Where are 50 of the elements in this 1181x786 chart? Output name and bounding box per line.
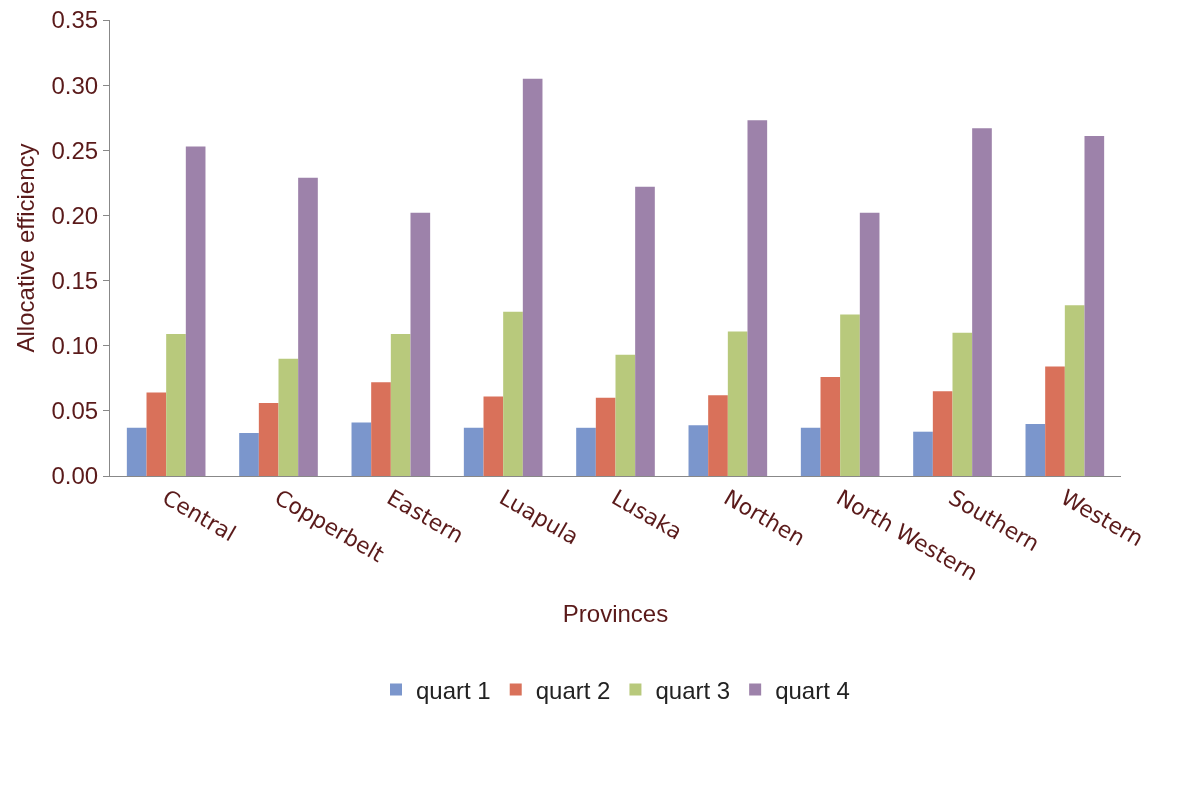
y-axis-title: Allocative efficiency bbox=[11, 143, 39, 353]
bar bbox=[952, 332, 973, 476]
legend-label: quart 4 bbox=[775, 676, 850, 704]
bar bbox=[727, 331, 748, 476]
bar bbox=[1084, 135, 1105, 476]
bar bbox=[146, 392, 167, 476]
bar bbox=[166, 333, 186, 476]
bar bbox=[595, 397, 616, 476]
bar bbox=[483, 396, 504, 476]
bar bbox=[1025, 423, 1046, 476]
bar bbox=[126, 427, 147, 476]
y-tick-label: 0.25 bbox=[51, 136, 99, 164]
bar bbox=[410, 212, 431, 476]
bar bbox=[522, 78, 543, 476]
bar bbox=[239, 433, 259, 476]
bar bbox=[932, 391, 953, 476]
y-tick-label: 0.10 bbox=[51, 332, 99, 360]
bar bbox=[1045, 366, 1065, 476]
x-axis-title: Provinces bbox=[562, 599, 669, 627]
bar bbox=[298, 177, 318, 476]
y-tick-label: 0.15 bbox=[51, 266, 99, 294]
y-tick-label: 0.05 bbox=[51, 397, 99, 425]
bar bbox=[913, 431, 933, 476]
bar bbox=[576, 427, 596, 476]
bar bbox=[371, 382, 391, 476]
bar bbox=[351, 422, 372, 476]
bar bbox=[800, 427, 821, 476]
legend-label: quart 3 bbox=[655, 676, 731, 704]
bar bbox=[258, 403, 279, 476]
bar bbox=[615, 354, 636, 476]
legend-label: quart 1 bbox=[416, 676, 491, 704]
y-tick-label: 0.35 bbox=[51, 6, 99, 34]
bar bbox=[185, 146, 206, 476]
bar bbox=[840, 314, 860, 476]
bar bbox=[503, 311, 523, 476]
bar bbox=[708, 395, 728, 476]
bar bbox=[1064, 305, 1085, 476]
bar bbox=[278, 358, 299, 476]
bar bbox=[747, 120, 768, 476]
bar bbox=[972, 128, 992, 476]
bar bbox=[635, 186, 655, 476]
legend-label: quart 2 bbox=[535, 676, 611, 704]
bar bbox=[859, 212, 880, 476]
bar bbox=[390, 333, 411, 476]
bar bbox=[463, 427, 484, 476]
bar bbox=[820, 376, 841, 476]
bar bbox=[688, 425, 709, 476]
y-tick-label: 0.20 bbox=[51, 201, 99, 229]
y-tick-label: 0.30 bbox=[51, 71, 99, 99]
y-tick-label: 0.00 bbox=[51, 462, 99, 490]
